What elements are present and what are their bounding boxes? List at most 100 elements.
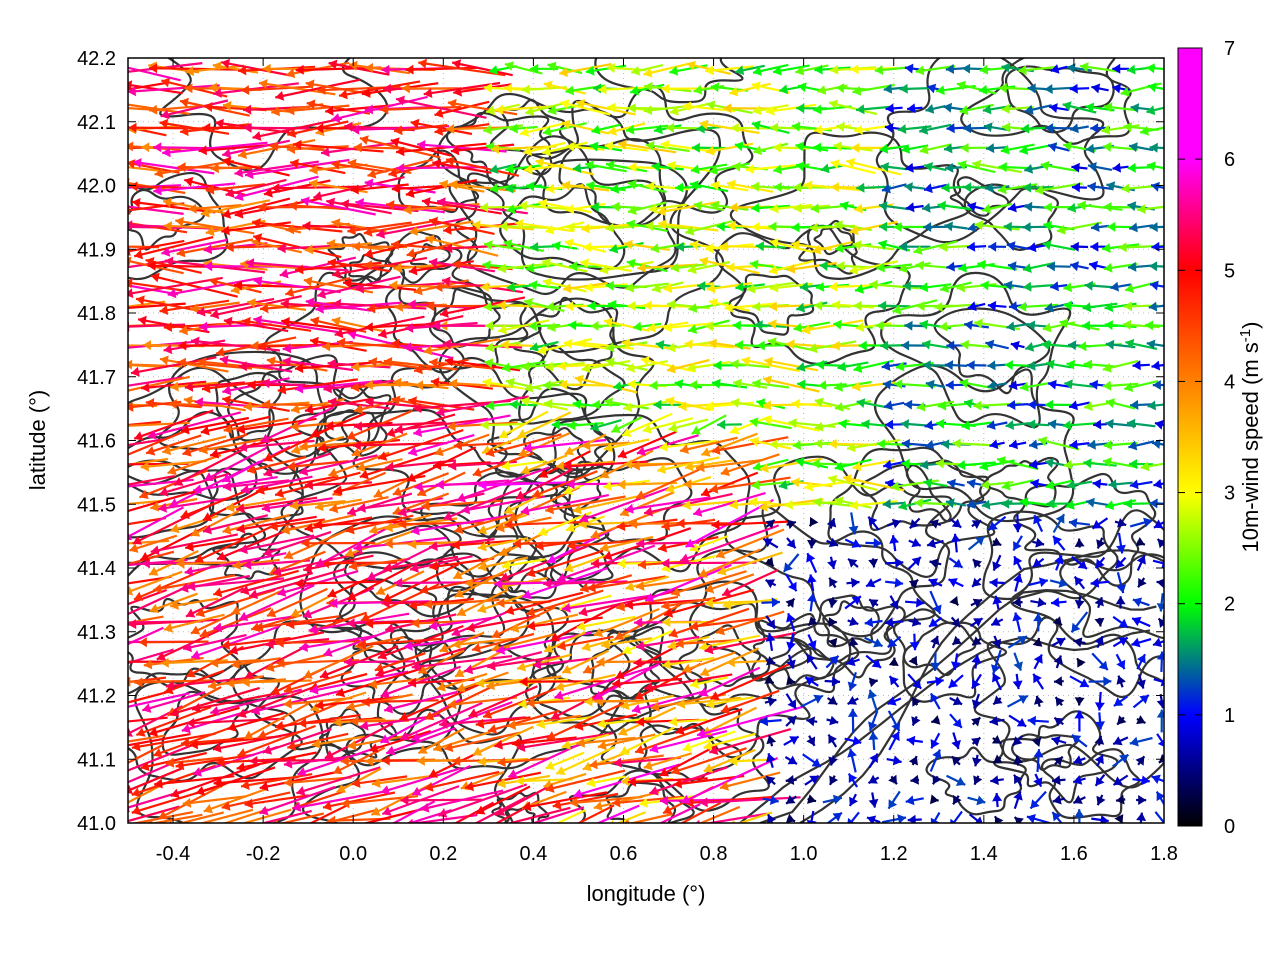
wind-arrow-head <box>576 737 585 748</box>
wind-arrow-head <box>831 676 840 687</box>
wind-arrow-shaft <box>379 698 462 744</box>
wind-arrow-head <box>766 776 776 786</box>
wind-arrow <box>444 731 521 753</box>
wind-arrow-head <box>250 340 259 351</box>
wind-arrow-head <box>170 707 180 718</box>
wind-arrow <box>213 614 299 633</box>
wind-arrow-head <box>951 756 962 766</box>
wind-arrow-head <box>1074 538 1085 547</box>
wind-arrow-shaft <box>530 806 585 823</box>
wind-arrow-head <box>1123 498 1133 509</box>
wind-arrow-head <box>752 301 761 312</box>
wind-arrow <box>170 597 219 610</box>
wind-arrow <box>379 698 462 744</box>
wind-arrow-shaft <box>557 635 614 649</box>
wind-arrow <box>930 635 940 649</box>
wind-arrow-head <box>806 654 816 664</box>
wind-arrow-head <box>618 726 628 736</box>
wind-arrow-shaft <box>451 608 514 636</box>
wind-arrow-head <box>1092 478 1102 489</box>
wind-arrow-head <box>212 742 222 753</box>
wind-arrow <box>1053 755 1064 766</box>
wind-arrow-head <box>991 664 1001 674</box>
wind-arrow-head <box>617 479 626 490</box>
wind-arrow-head <box>354 421 363 432</box>
wind-arrow-head <box>668 628 678 638</box>
wind-arrow <box>1112 753 1130 768</box>
wind-arrow <box>1131 616 1151 628</box>
wind-arrow-head <box>526 698 535 708</box>
wind-arrow-head <box>991 617 1001 626</box>
wind-arrow <box>607 299 646 310</box>
wind-arrow-shaft <box>195 766 276 795</box>
wind-arrow-shaft <box>555 809 587 823</box>
wind-arrow-head <box>710 691 720 701</box>
wind-arrow-head <box>766 619 775 629</box>
wind-arrow-head <box>904 399 913 410</box>
wind-arrow-head <box>262 745 273 755</box>
wind-arrow <box>1006 694 1029 708</box>
wind-arrow <box>1094 774 1106 787</box>
wind-arrow <box>971 736 981 747</box>
wind-arrow-head <box>1051 597 1060 608</box>
wind-arrow-head <box>813 497 822 508</box>
wind-arrow-head <box>890 731 900 742</box>
wind-arrow-head <box>573 826 582 835</box>
wind-arrow-head <box>1151 774 1161 784</box>
wind-arrow <box>1091 517 1109 530</box>
wind-arrow-shaft <box>682 651 736 673</box>
wind-arrow <box>766 752 776 769</box>
wind-arrow-head <box>828 637 838 648</box>
wind-arrow-head <box>131 366 140 377</box>
wind-arrow <box>643 752 693 771</box>
wind-arrow <box>910 774 920 785</box>
wind-arrow-head <box>980 280 989 291</box>
wind-arrow-head <box>378 650 388 660</box>
wind-arrow-shaft <box>283 670 352 693</box>
wind-arrow-head <box>1071 734 1082 744</box>
wind-arrow-head <box>806 736 816 746</box>
wind-arrow <box>530 242 559 252</box>
wind-arrow-head <box>1136 715 1146 725</box>
wind-arrow <box>806 574 817 592</box>
wind-arrow-shaft <box>574 713 638 729</box>
wind-arrow <box>1033 773 1043 788</box>
wind-arrow-head <box>615 670 625 679</box>
wind-arrow-head <box>1054 717 1064 727</box>
wind-arrow <box>1012 612 1023 633</box>
wind-arrow <box>884 617 904 628</box>
wind-arrow-head <box>675 638 684 649</box>
wind-arrow-head <box>229 645 239 655</box>
wind-arrow-head <box>241 677 250 688</box>
wind-arrow <box>928 616 943 628</box>
wind-arrow <box>1012 535 1023 552</box>
wind-arrow-head <box>791 398 800 409</box>
wind-arrow <box>847 811 860 823</box>
wind-arrow <box>1073 575 1086 590</box>
wind-arrow <box>867 516 880 531</box>
wind-arrow-head <box>909 641 920 651</box>
wind-arrow-shaft <box>182 633 247 650</box>
wind-arrow-head <box>1070 261 1079 272</box>
wind-arrow-head <box>807 539 817 549</box>
wind-arrow <box>1156 709 1164 733</box>
wind-arrow-shaft <box>385 727 456 755</box>
wind-arrow <box>1094 617 1105 627</box>
wind-arrow-head <box>594 690 604 700</box>
wind-arrow <box>888 774 898 785</box>
wind-arrow-shaft <box>516 732 613 750</box>
wind-arrow <box>900 419 929 430</box>
wind-arrow-head <box>456 683 466 693</box>
wind-arrow <box>1032 673 1045 690</box>
wind-arrow-shaft <box>180 736 249 745</box>
wind-arrow-shaft <box>676 696 742 706</box>
wind-arrow-head <box>424 782 434 792</box>
wind-arrow-head <box>711 519 720 530</box>
wind-arrow <box>164 669 225 695</box>
wind-arrow <box>576 804 615 823</box>
wind-arrow <box>451 608 514 637</box>
wind-arrow <box>972 558 982 569</box>
wind-arrow-head <box>351 778 361 788</box>
wind-arrow <box>222 808 269 823</box>
wind-arrow <box>324 722 394 760</box>
